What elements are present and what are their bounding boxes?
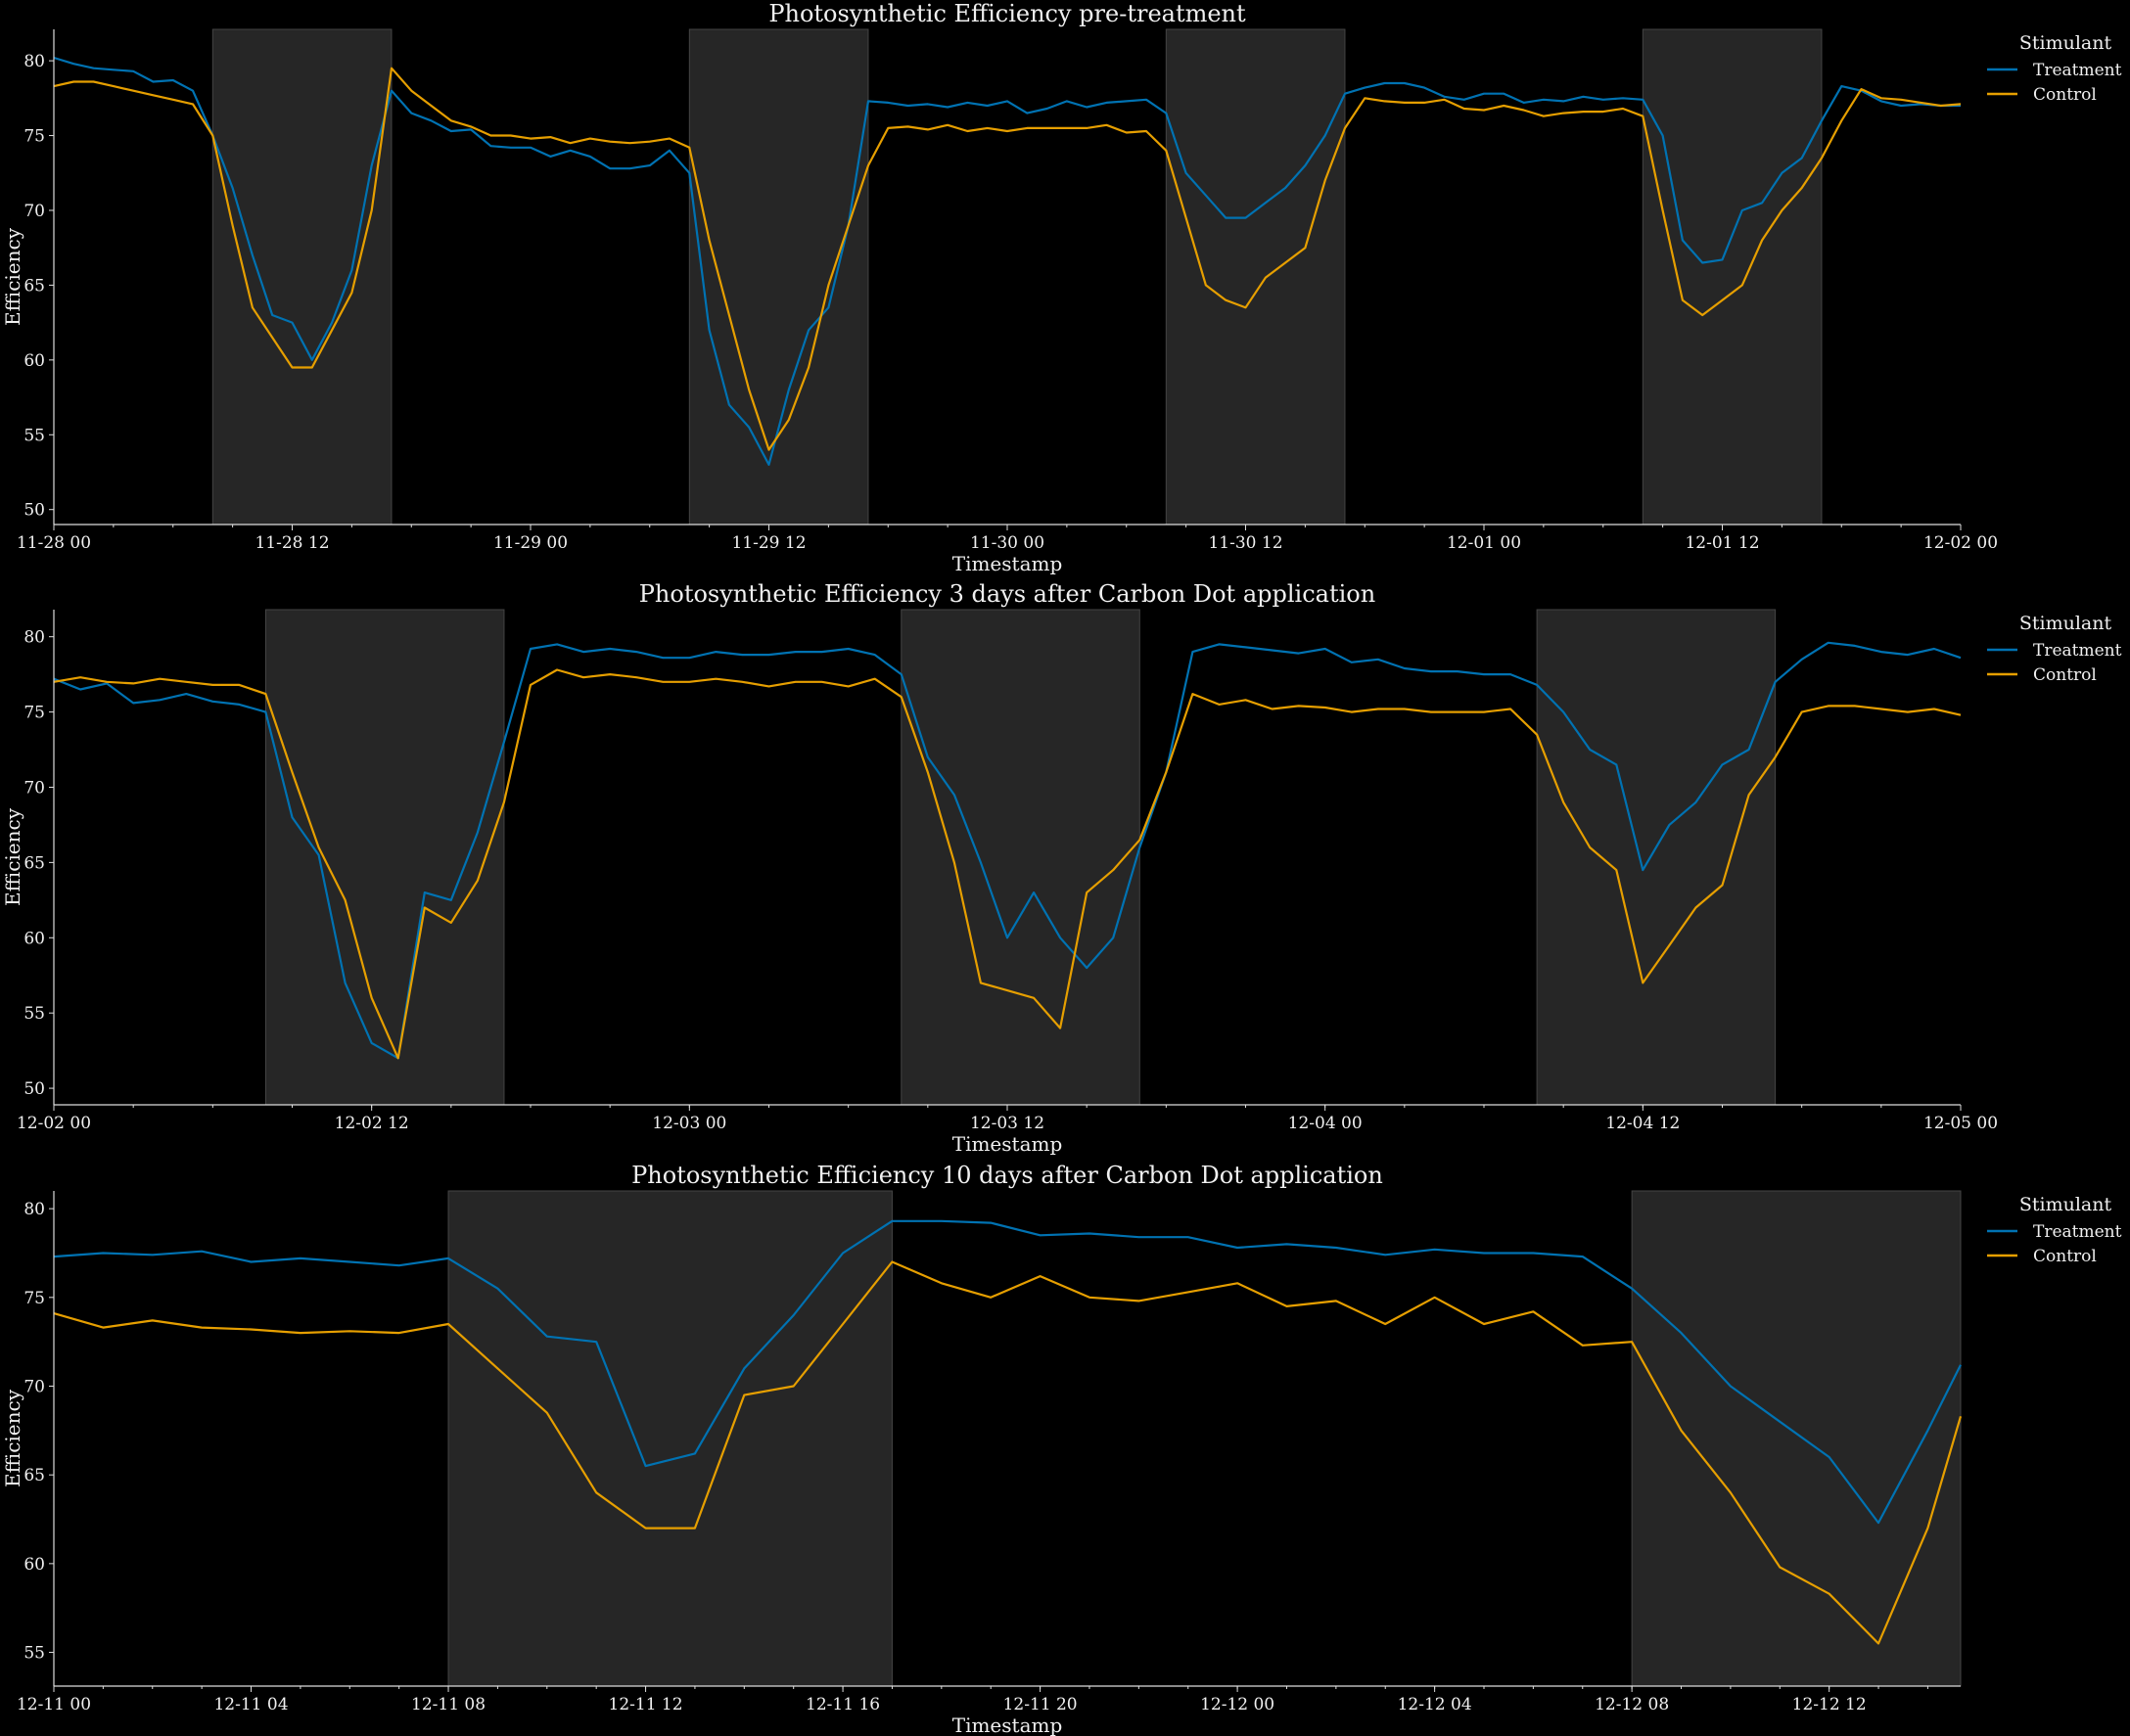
chart-panel-3: 55 60 65 70 75 80 12-11 00 12-11 04 12-11 08 12-1…: [1, 1162, 2122, 1736]
x-tick-label: 12-12 00: [1200, 1695, 1274, 1714]
chart-title: Photosynthetic Efficiency 3 days after C…: [639, 580, 1375, 608]
control-line: [53, 1260, 1963, 1645]
x-tick-label: 12-11 12: [609, 1695, 683, 1714]
x-tick-label: 12-01 00: [1447, 533, 1521, 553]
y-tick-label: 70: [23, 778, 45, 798]
x-tick-label: 12-02 00: [1923, 533, 1998, 553]
legend-label-control: Control: [2033, 1247, 2097, 1266]
y-tick-label: 65: [23, 276, 45, 296]
y-tick-label: 65: [23, 853, 45, 873]
x-tick-label: 12-11 16: [806, 1695, 880, 1714]
y-tick-label: 80: [23, 52, 45, 71]
y-tick-label: 75: [23, 127, 45, 147]
y-tick-label: 50: [23, 1079, 45, 1099]
shaded-span: [1536, 609, 1777, 1106]
legend-label-treatment: Treatment: [2033, 1222, 2122, 1242]
legend-title: Stimulant: [2019, 32, 2112, 54]
x-tick-label: 11-30 12: [1208, 533, 1282, 553]
legend-label-control: Control: [2033, 85, 2097, 105]
legend-title: Stimulant: [2019, 1194, 2112, 1215]
x-tick-label: 12-05 00: [1923, 1114, 1998, 1133]
chart-title: Photosynthetic Efficiency pre-treatment: [768, 0, 1246, 27]
x-tick-label: 12-03 00: [652, 1114, 726, 1133]
x-tick-label: 11-28 00: [17, 533, 91, 553]
y-axis-label: Efficiency: [1, 227, 24, 326]
x-tick-label: 11-29 12: [731, 533, 806, 553]
shaded-span: [1631, 1190, 1962, 1687]
treatment-line: [53, 1219, 1962, 1525]
x-axis-label: Timestamp: [952, 552, 1063, 575]
x-tick-label: 11-28 12: [255, 533, 329, 553]
shaded-span: [447, 1190, 893, 1687]
legend: Stimulant Treatment Control: [1987, 613, 2122, 685]
y-tick-label: 75: [23, 1289, 45, 1308]
legend-label-treatment: Treatment: [2033, 641, 2122, 661]
x-tick-label: 12-02 00: [17, 1114, 91, 1133]
y-tick-label: 70: [23, 1377, 45, 1396]
shaded-span: [1642, 28, 1823, 525]
x-axis-label: Timestamp: [952, 1132, 1063, 1156]
y-axis-label: Efficiency: [1, 1389, 24, 1487]
y-tick-label: 80: [23, 1200, 45, 1219]
y-tick-label: 80: [23, 628, 45, 648]
x-tick-label: 12-11 08: [411, 1695, 486, 1714]
y-tick-label: 60: [23, 1555, 45, 1575]
chart-title: Photosynthetic Efficiency 10 days after …: [631, 1162, 1383, 1189]
x-tick-label: 11-29 00: [493, 533, 568, 553]
y-tick-label: 55: [23, 426, 45, 445]
y-tick-label: 70: [23, 202, 45, 221]
x-tick-label: 12-02 12: [335, 1114, 409, 1133]
legend-title: Stimulant: [2019, 613, 2112, 634]
x-tick-label: 11-30 00: [970, 533, 1044, 553]
x-tick-label: 12-04 12: [1605, 1114, 1680, 1133]
y-tick-label: 60: [23, 929, 45, 948]
x-axis-label: Timestamp: [952, 1713, 1063, 1736]
y-tick-label: 55: [23, 1644, 45, 1664]
legend-label-control: Control: [2033, 665, 2097, 685]
shaded-span: [1165, 28, 1346, 525]
y-axis-label: Efficiency: [1, 807, 24, 906]
chart-panel-1: 50 55 60 65 70 75 80 11-28 00 11-28 12 11-29 00 11…: [1, 0, 2122, 575]
y-tick-label: 65: [23, 1466, 45, 1485]
x-tick-label: 12-11 20: [1003, 1695, 1078, 1714]
x-tick-label: 12-11 00: [17, 1695, 91, 1714]
legend: Stimulant Treatment Control: [1987, 32, 2122, 105]
chart-panel-2: 50 55 60 65 70 75 80 12-02 00 12-02 12 12-03 00 12…: [1, 580, 2122, 1156]
legend-label-treatment: Treatment: [2033, 61, 2122, 80]
x-tick-label: 12-12 08: [1595, 1695, 1669, 1714]
x-tick-label: 12-12 04: [1398, 1695, 1472, 1714]
control-line: [53, 668, 1962, 1060]
control-line: [53, 67, 1962, 451]
legend: Stimulant Treatment Control: [1987, 1194, 2122, 1266]
shaded-span: [688, 28, 869, 525]
x-tick-label: 12-12 12: [1792, 1695, 1867, 1714]
treatment-line: [53, 641, 1962, 1060]
shaded-span: [211, 28, 393, 525]
x-tick-label: 12-01 12: [1685, 533, 1759, 553]
y-tick-label: 60: [23, 351, 45, 371]
x-tick-label: 12-03 12: [970, 1114, 1044, 1133]
y-tick-label: 55: [23, 1004, 45, 1024]
x-tick-label: 12-04 00: [1288, 1114, 1363, 1133]
shaded-span: [264, 609, 505, 1106]
y-tick-label: 50: [23, 501, 45, 521]
y-tick-label: 75: [23, 704, 45, 723]
x-tick-label: 12-11 04: [213, 1695, 288, 1714]
treatment-line: [53, 56, 1961, 466]
shaded-span: [901, 609, 1140, 1106]
